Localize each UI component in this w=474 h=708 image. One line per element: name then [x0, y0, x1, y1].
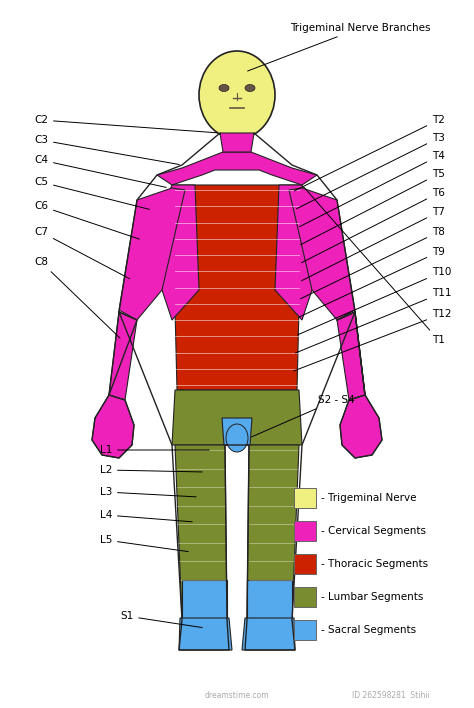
Text: T1: T1 — [304, 187, 445, 345]
Polygon shape — [275, 185, 312, 320]
Polygon shape — [247, 445, 299, 620]
Text: L5: L5 — [100, 535, 188, 552]
Text: C8: C8 — [34, 257, 120, 338]
Polygon shape — [289, 188, 355, 320]
Polygon shape — [242, 618, 295, 650]
Text: S2 - S4: S2 - S4 — [252, 395, 355, 437]
Text: Trigeminal Nerve Branches: Trigeminal Nerve Branches — [247, 23, 430, 71]
Text: T11: T11 — [296, 288, 452, 353]
Ellipse shape — [226, 424, 248, 452]
Text: T12: T12 — [293, 309, 452, 371]
Text: - Sacral Segments: - Sacral Segments — [321, 625, 416, 635]
Polygon shape — [157, 152, 317, 185]
Ellipse shape — [199, 51, 275, 139]
Polygon shape — [162, 185, 199, 320]
Text: C3: C3 — [34, 135, 179, 164]
Text: T10: T10 — [298, 267, 451, 335]
Text: dreamstime.com: dreamstime.com — [205, 691, 269, 700]
FancyBboxPatch shape — [294, 620, 316, 640]
FancyBboxPatch shape — [294, 488, 316, 508]
Ellipse shape — [219, 84, 229, 91]
Text: C2: C2 — [34, 115, 217, 133]
FancyBboxPatch shape — [294, 521, 316, 541]
Polygon shape — [340, 395, 382, 458]
Text: T4: T4 — [300, 151, 445, 227]
Text: C7: C7 — [34, 227, 129, 279]
Text: L2: L2 — [100, 465, 202, 475]
Text: C4: C4 — [34, 155, 166, 188]
Text: T6: T6 — [301, 188, 445, 263]
Text: L1: L1 — [100, 445, 209, 455]
Text: - Thoracic Segments: - Thoracic Segments — [321, 559, 428, 569]
Polygon shape — [182, 580, 227, 620]
Text: - Lumbar Segments: - Lumbar Segments — [321, 592, 423, 602]
Text: T8: T8 — [301, 227, 445, 299]
Text: S1: S1 — [120, 611, 202, 627]
Text: - Trigeminal Nerve: - Trigeminal Nerve — [321, 493, 417, 503]
Text: - Cervical Segments: - Cervical Segments — [321, 526, 426, 536]
Polygon shape — [222, 418, 252, 445]
Text: T3: T3 — [296, 133, 445, 209]
Polygon shape — [92, 395, 134, 458]
Text: T9: T9 — [300, 247, 445, 316]
Polygon shape — [172, 185, 302, 390]
Polygon shape — [179, 618, 232, 650]
Ellipse shape — [245, 84, 255, 91]
Text: T2: T2 — [294, 115, 445, 190]
Text: C5: C5 — [34, 177, 149, 210]
Polygon shape — [119, 188, 185, 320]
Polygon shape — [172, 390, 302, 445]
Text: ID 262598281  Stihii: ID 262598281 Stihii — [352, 691, 430, 700]
Text: T5: T5 — [301, 169, 445, 245]
Text: L4: L4 — [100, 510, 192, 522]
Text: T7: T7 — [301, 207, 445, 281]
Text: L3: L3 — [100, 487, 196, 497]
Polygon shape — [175, 445, 227, 620]
FancyBboxPatch shape — [294, 554, 316, 574]
Polygon shape — [109, 312, 137, 400]
Text: C6: C6 — [34, 201, 139, 239]
Polygon shape — [247, 580, 292, 620]
FancyBboxPatch shape — [294, 587, 316, 607]
Polygon shape — [337, 312, 365, 400]
Polygon shape — [220, 133, 254, 152]
